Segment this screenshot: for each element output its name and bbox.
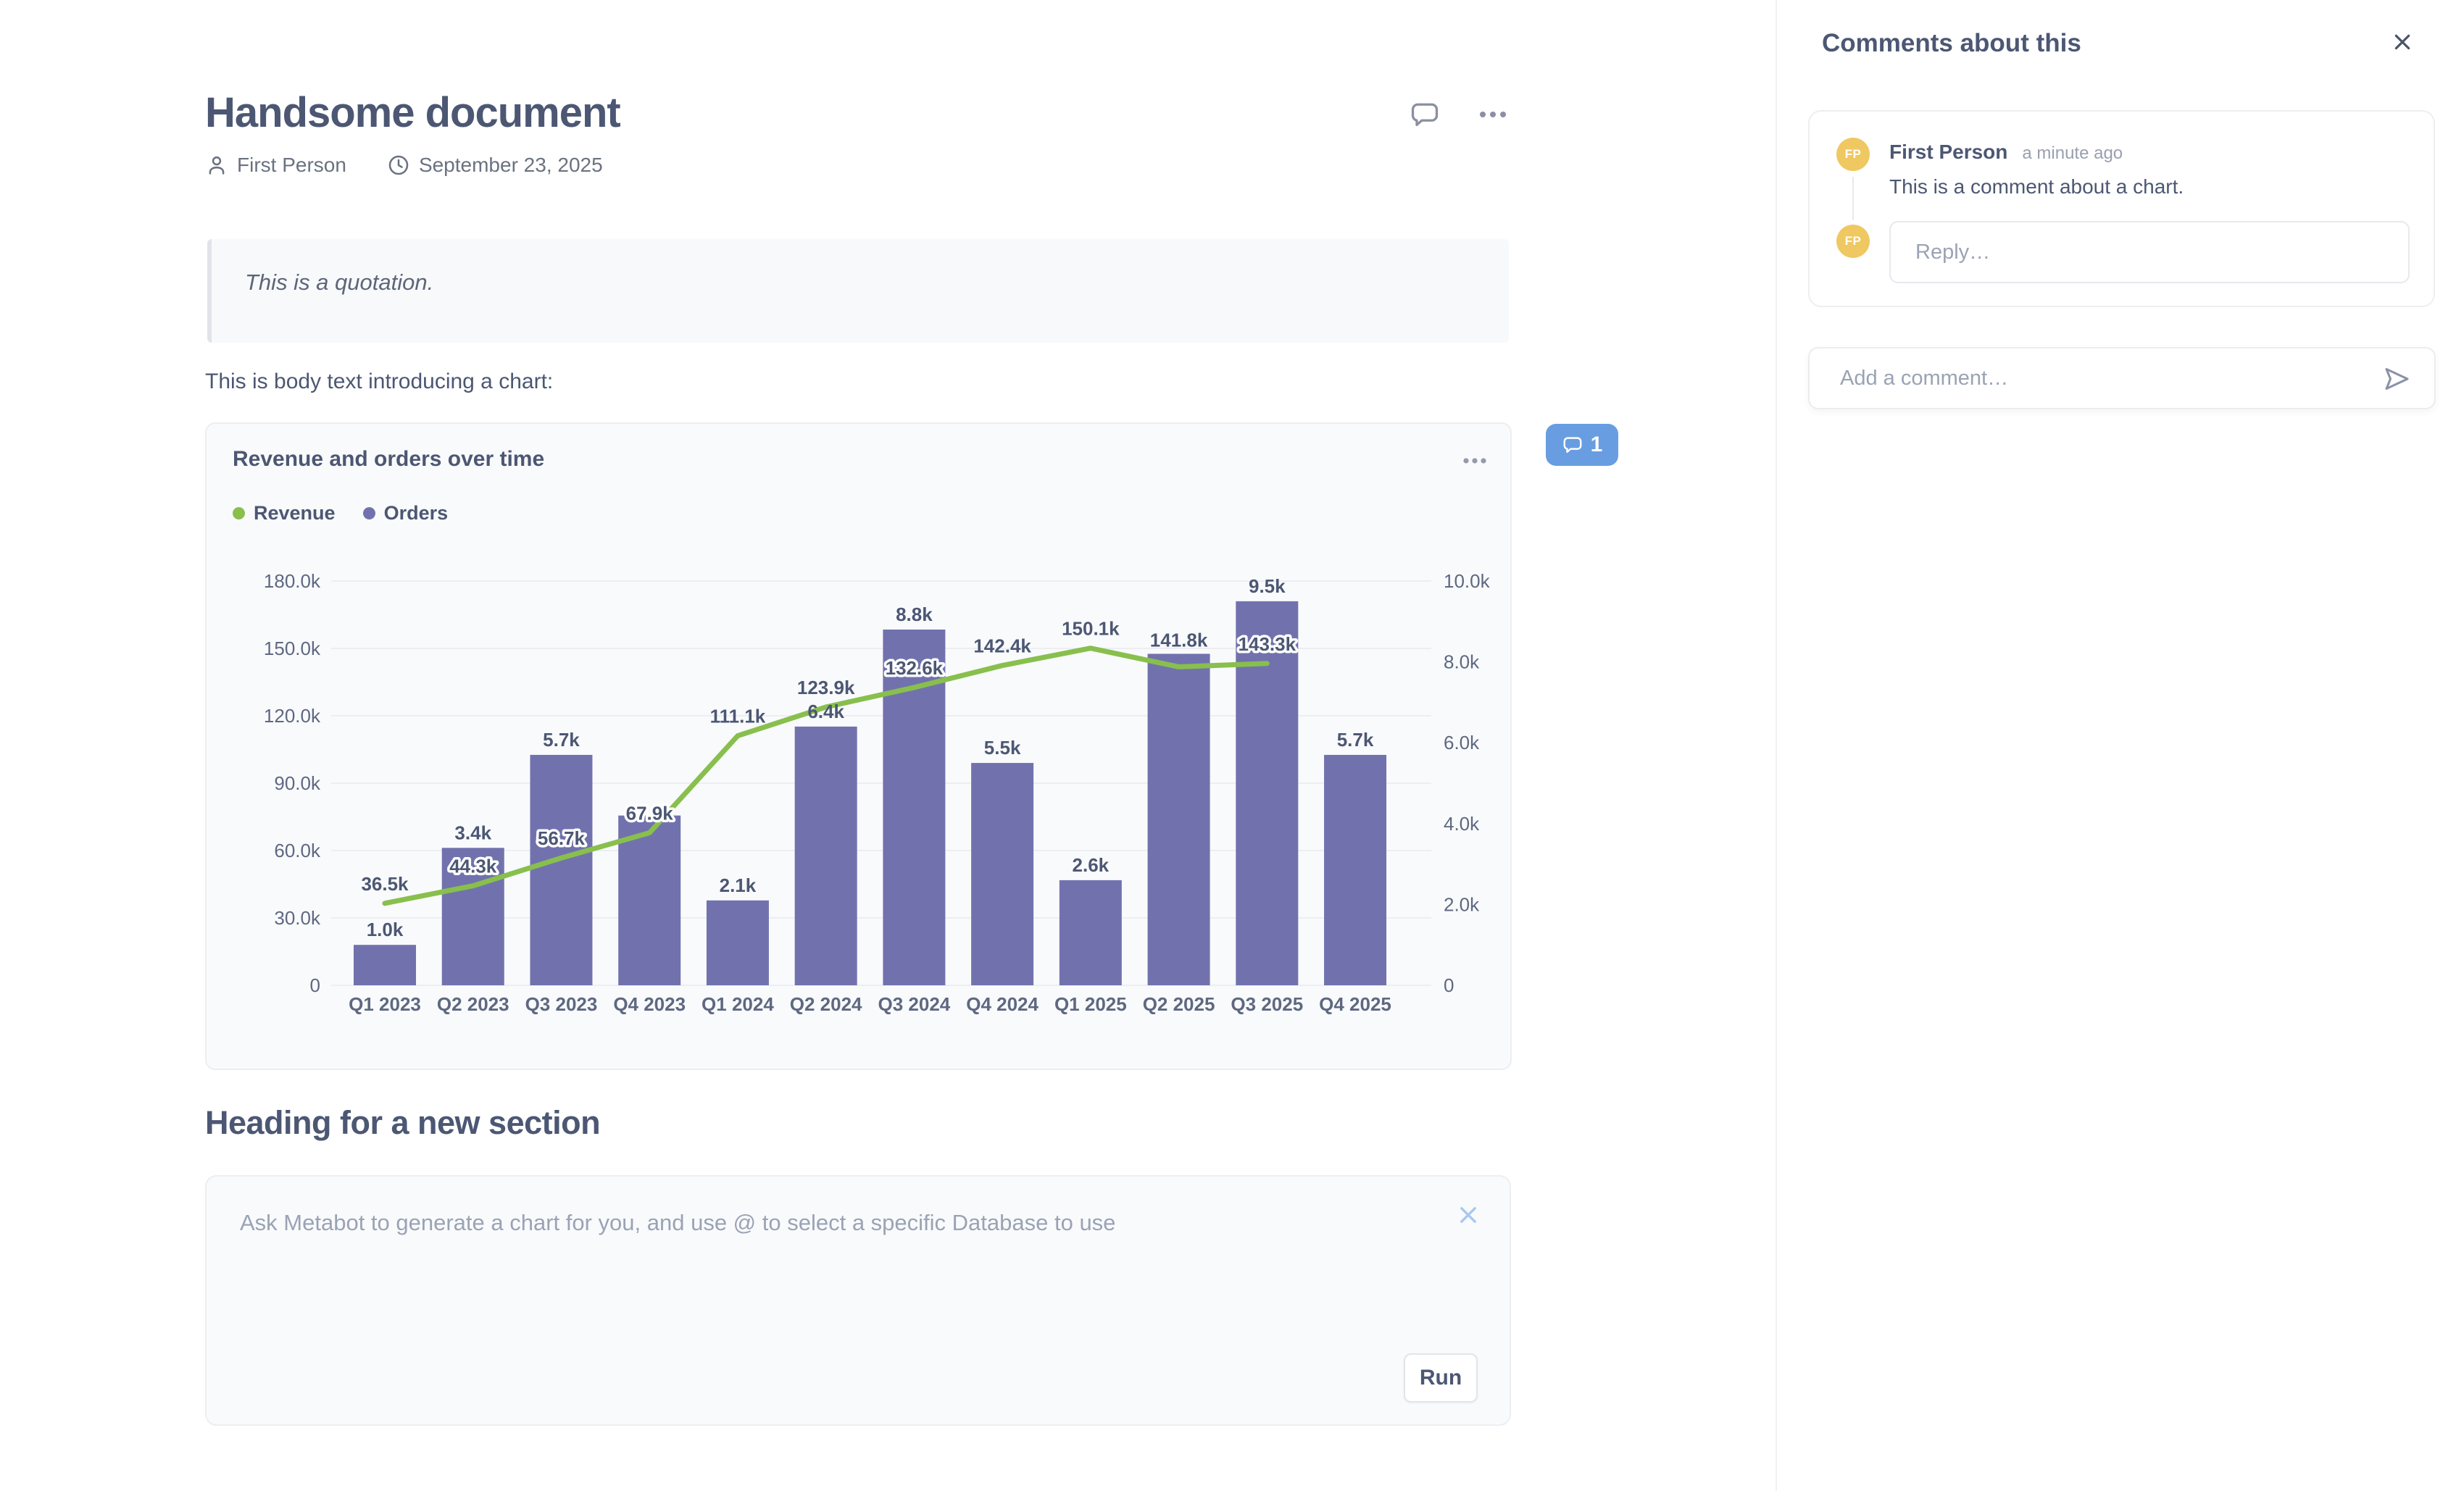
comment-count: 1 (1590, 433, 1603, 456)
svg-text:9.5k: 9.5k (1249, 575, 1286, 597)
reply-input[interactable] (1891, 222, 2408, 282)
svg-text:0: 0 (310, 974, 320, 996)
comment-author: First Person (1889, 141, 2008, 163)
svg-text:Q4 2024: Q4 2024 (966, 993, 1039, 1015)
svg-text:Q3 2025: Q3 2025 (1231, 993, 1303, 1015)
thread-line (1852, 177, 1854, 220)
reply-avatar: FP (1836, 225, 1870, 258)
svg-text:56.7k: 56.7k (538, 827, 586, 849)
svg-text:Q4 2025: Q4 2025 (1319, 993, 1391, 1015)
svg-text:Q3 2023: Q3 2023 (525, 993, 598, 1015)
document-date: September 23, 2025 (418, 154, 603, 176)
comment-count-badge[interactable]: 1 (1546, 424, 1618, 466)
svg-text:Q1 2025: Q1 2025 (1054, 993, 1127, 1015)
svg-text:2.6k: 2.6k (1073, 854, 1110, 876)
metabot-close-icon[interactable] (1456, 1203, 1481, 1227)
svg-text:5.5k: 5.5k (984, 737, 1021, 759)
chart-ellipsis-icon[interactable] (1460, 450, 1490, 472)
svg-text:44.3k: 44.3k (449, 856, 497, 877)
svg-text:36.5k: 36.5k (361, 873, 409, 895)
body-paragraph[interactable]: This is body text introducing a chart: (205, 369, 554, 393)
document-toolbar (1409, 99, 1510, 130)
svg-text:Q1 2024: Q1 2024 (702, 993, 774, 1015)
svg-text:3.4k: 3.4k (454, 822, 491, 843)
svg-text:90.0k: 90.0k (274, 772, 321, 794)
svg-text:150.0k: 150.0k (264, 638, 321, 659)
blockquote[interactable]: This is a quotation. (207, 239, 1509, 343)
svg-text:0: 0 (1444, 974, 1454, 996)
svg-text:60.0k: 60.0k (274, 840, 321, 861)
run-button[interactable]: Run (1404, 1353, 1478, 1403)
chart-title: Revenue and orders over time (233, 447, 545, 471)
legend-item-orders[interactable]: Orders (362, 502, 449, 525)
svg-text:Q2 2023: Q2 2023 (437, 993, 509, 1015)
legend-item-revenue[interactable]: Revenue (233, 502, 336, 525)
svg-text:2.0k: 2.0k (1444, 893, 1480, 915)
svg-text:4.0k: 4.0k (1444, 813, 1480, 835)
comment-timestamp: a minute ago (2022, 143, 2123, 163)
add-comment-input[interactable] (1810, 348, 2434, 408)
svg-text:143.3k: 143.3k (1239, 633, 1296, 655)
svg-text:8.0k: 8.0k (1444, 651, 1480, 673)
chart-legend: Revenue Orders (233, 502, 448, 525)
document-meta: First Person September 23, 2025 (205, 149, 603, 181)
svg-text:8.8k: 8.8k (896, 604, 933, 625)
svg-text:141.8k: 141.8k (1150, 629, 1208, 651)
svg-text:180.0k: 180.0k (264, 570, 321, 592)
chart-card[interactable]: 1.0k 3.4k 5.7k 2.1k 6.4k 8.8k 5.5k 2.6k 9.5k 5.7k… (205, 422, 1512, 1070)
svg-text:132.6k: 132.6k (886, 657, 944, 679)
document-ellipsis-icon[interactable] (1476, 99, 1510, 130)
revenue-legend-dot (233, 507, 245, 519)
svg-text:120.0k: 120.0k (264, 705, 321, 727)
person-icon (205, 154, 228, 177)
svg-text:142.4k: 142.4k (973, 635, 1031, 657)
comment-avatar: FP (1836, 138, 1870, 171)
comments-sidebar: Comments about this FP First Person a mi… (1776, 0, 2464, 1491)
svg-text:1.0k: 1.0k (367, 919, 404, 940)
comment-bubble-icon (1563, 437, 1582, 454)
page-title[interactable]: Handsome document (205, 89, 621, 136)
svg-text:5.7k: 5.7k (1337, 729, 1374, 751)
revenue-legend-label: Revenue (254, 502, 336, 524)
svg-text:Q4 2023: Q4 2023 (613, 993, 686, 1015)
svg-text:Q2 2024: Q2 2024 (790, 993, 862, 1015)
svg-text:Q1 2023: Q1 2023 (349, 993, 421, 1015)
combo-chart[interactable]: 1.0k 3.4k 5.7k 2.1k 6.4k 8.8k 5.5k 2.6k 9.5k 5.7k… (207, 424, 1510, 1069)
svg-text:67.9k: 67.9k (626, 803, 674, 824)
svg-text:30.0k: 30.0k (274, 907, 321, 929)
metabot-prompt-input[interactable] (238, 1208, 1372, 1385)
send-comment-icon[interactable] (2382, 364, 2411, 393)
svg-text:5.7k: 5.7k (543, 729, 580, 751)
metabot-prompt-card: Run (205, 1175, 1511, 1426)
section-heading[interactable]: Heading for a new section (205, 1104, 601, 1141)
reply-input-container (1889, 221, 2410, 283)
comment-header: First Person a minute ago (1889, 141, 2123, 164)
comment-thread-card: FP First Person a minute ago This is a c… (1808, 110, 2435, 307)
orders-legend-dot (362, 507, 375, 519)
orders-legend-label: Orders (383, 502, 449, 524)
svg-text:6.4k: 6.4k (807, 701, 844, 722)
clock-icon (387, 154, 410, 177)
quote-text: This is a quotation. (245, 270, 434, 295)
svg-text:10.0k: 10.0k (1444, 570, 1491, 592)
svg-text:2.1k: 2.1k (720, 874, 757, 896)
document-comments-icon[interactable] (1409, 99, 1441, 130)
svg-text:6.0k: 6.0k (1444, 732, 1480, 753)
svg-text:111.1k: 111.1k (710, 706, 766, 727)
add-comment-container (1808, 347, 2436, 409)
sidebar-close-icon[interactable] (2391, 30, 2414, 54)
svg-text:Q2 2025: Q2 2025 (1143, 993, 1215, 1015)
svg-text:Q3 2024: Q3 2024 (878, 993, 951, 1015)
comment-text: This is a comment about a chart. (1889, 175, 2184, 198)
document-author: First Person (237, 154, 346, 176)
sidebar-title: Comments about this (1822, 29, 2081, 57)
svg-text:150.1k: 150.1k (1062, 618, 1120, 640)
svg-text:123.9k: 123.9k (797, 677, 855, 698)
